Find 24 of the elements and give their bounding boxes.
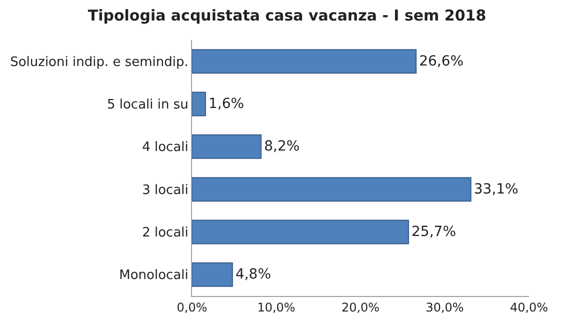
bar <box>192 262 233 287</box>
y-tick-label: Monolocali <box>119 268 188 284</box>
data-label: 25,7% <box>412 224 456 240</box>
data-label: 1,6% <box>208 96 244 112</box>
chart-title: Tipologia acquistata casa vacanza - I sem 2018 <box>88 6 486 24</box>
y-tick-label: 4 locali <box>142 140 188 156</box>
data-label: 4,8% <box>235 266 272 283</box>
data-label: 26,6% <box>419 53 464 70</box>
x-tick-label: 30,0% <box>426 300 464 314</box>
x-tick-label: 0,0% <box>176 300 208 314</box>
y-tick-label: 3 locali <box>142 182 188 198</box>
x-tick-label: 10,0% <box>257 300 296 314</box>
bar <box>192 177 472 202</box>
data-label: 8,2% <box>264 138 300 155</box>
bar <box>192 49 417 74</box>
y-tick-label: Soluzioni indip. e semindip. <box>10 54 188 70</box>
x-tick-label: 20,0% <box>341 300 380 314</box>
bar <box>192 134 262 159</box>
y-tick-label: 2 locali <box>142 226 188 241</box>
bar <box>192 220 410 244</box>
x-tick-label: 40,0% <box>510 300 548 314</box>
bar <box>192 92 206 116</box>
y-tick-label: 5 locali in su <box>106 98 188 113</box>
data-label: 33,1% <box>474 181 518 198</box>
